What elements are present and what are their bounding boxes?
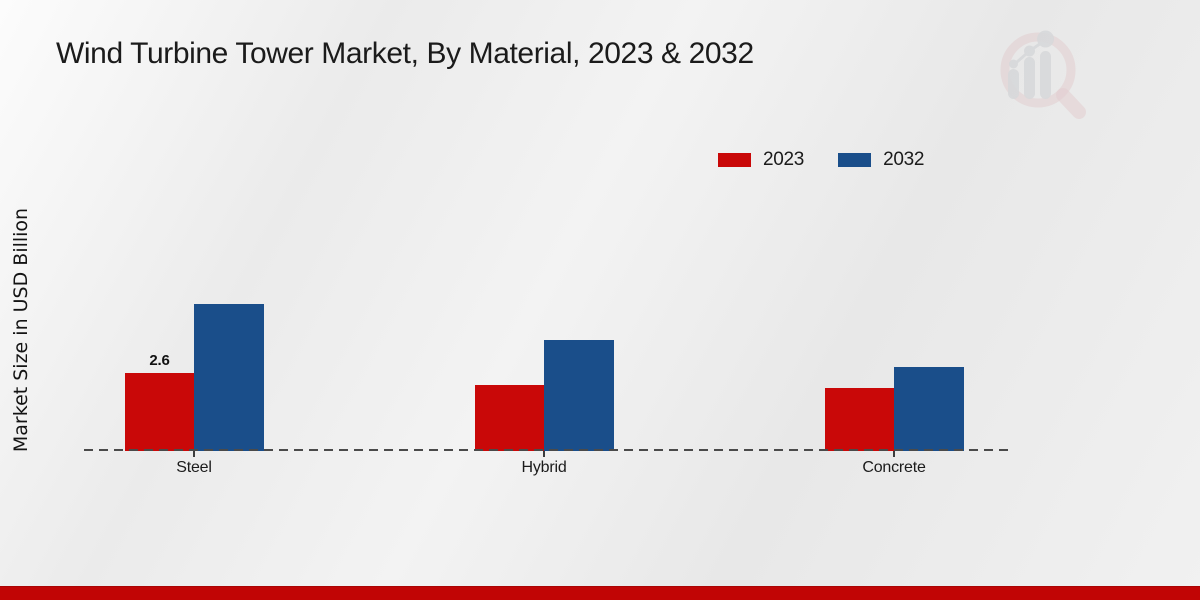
x-tick-steel (193, 451, 195, 457)
legend-swatch-2023 (718, 153, 751, 167)
plot-area: 2.6 Steel Hybrid Concrete (84, 251, 1008, 476)
legend-label-2023: 2023 (763, 149, 805, 170)
y-axis-label: Market Size in USD Billion (10, 207, 32, 453)
legend-label-2032: 2032 (883, 149, 925, 170)
legend-item-2023: 2023 (718, 149, 804, 171)
bar-hybrid-2023 (475, 385, 544, 451)
value-label-steel-2023: 2.6 (149, 352, 170, 369)
bar-hybrid-2032 (544, 340, 614, 451)
brand-watermark-logo (1000, 30, 1086, 119)
magnifier-glass-icon (1000, 32, 1086, 119)
bar-concrete-2023 (825, 388, 894, 451)
chart-title: Wind Turbine Tower Market, By Material, … (56, 37, 754, 70)
category-label-steel: Steel (176, 459, 212, 476)
category-label-hybrid: Hybrid (521, 459, 567, 476)
bar-steel-2023 (125, 373, 194, 451)
growth-bars-icon (1008, 30, 1054, 99)
legend: 2023 2032 (718, 149, 924, 171)
bar-concrete-2032 (894, 367, 964, 451)
legend-item-2032: 2032 (838, 149, 924, 171)
bar-steel-2032 (194, 304, 264, 451)
category-label-concrete: Concrete (862, 459, 926, 476)
x-tick-concrete (893, 451, 895, 457)
bottom-red-strip (0, 586, 1200, 600)
x-tick-hybrid (543, 451, 545, 457)
x-axis-baseline (84, 449, 1008, 451)
legend-swatch-2032 (838, 153, 872, 167)
